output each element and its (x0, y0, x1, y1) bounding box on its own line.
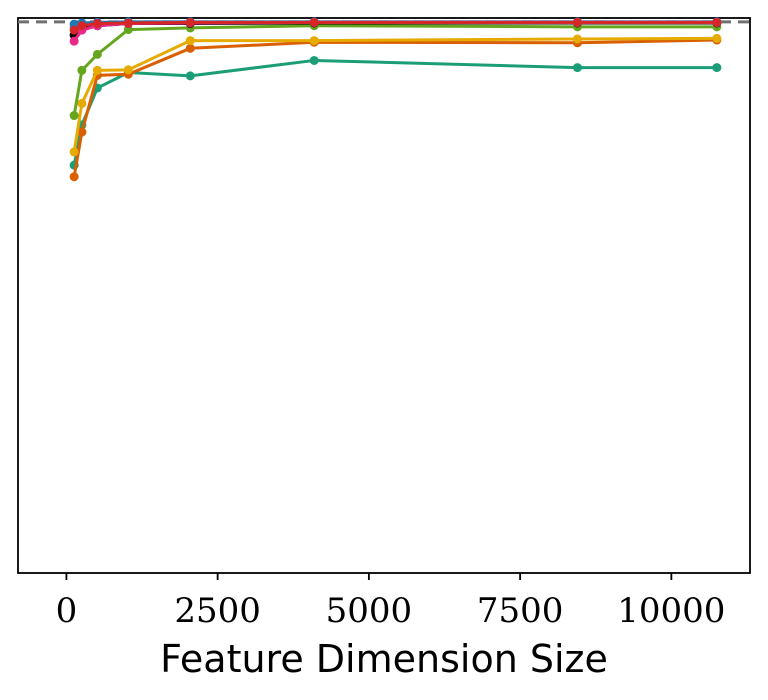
series-line (72, 58, 717, 166)
data-point (69, 111, 79, 121)
x-tick-label: 2500 (174, 591, 261, 631)
data-point (69, 172, 79, 182)
series-2 (69, 35, 722, 182)
series-1 (69, 55, 722, 170)
x-tick-label: 0 (56, 591, 78, 631)
data-point (69, 147, 79, 157)
data-point (309, 36, 319, 46)
data-point (77, 127, 87, 137)
data-point (712, 63, 722, 73)
data-point (309, 55, 319, 65)
data-point (712, 17, 722, 27)
series-3 (69, 33, 722, 157)
plot-frame (17, 17, 751, 574)
data-point (77, 21, 87, 31)
data-point (92, 65, 102, 75)
data-point (123, 65, 133, 75)
series-4 (69, 21, 722, 121)
data-point (309, 17, 319, 27)
x-tick-label: 7500 (477, 591, 564, 631)
data-point (185, 71, 195, 81)
x-tick-label: 10000 (617, 591, 725, 631)
data-point (69, 36, 79, 46)
data-point (77, 98, 87, 108)
data-point (185, 17, 195, 27)
data-point (123, 18, 133, 28)
data-point (69, 25, 79, 35)
data-point (572, 17, 582, 27)
data-point (185, 36, 195, 46)
x-tick-label: 5000 (326, 591, 413, 631)
series-line (72, 38, 717, 177)
x-axis-ticks: 0 2500 5000 7500 10000 (56, 573, 725, 631)
data-point (92, 49, 102, 59)
data-point (77, 65, 87, 75)
data-point (572, 34, 582, 44)
data-point (185, 43, 195, 53)
x-axis-title: Feature Dimension Size (160, 637, 608, 681)
data-point (572, 63, 582, 73)
series-line (72, 36, 717, 153)
data-point (712, 33, 722, 43)
series-layer (69, 17, 722, 182)
data-point (92, 19, 102, 29)
series-9 (69, 17, 722, 35)
